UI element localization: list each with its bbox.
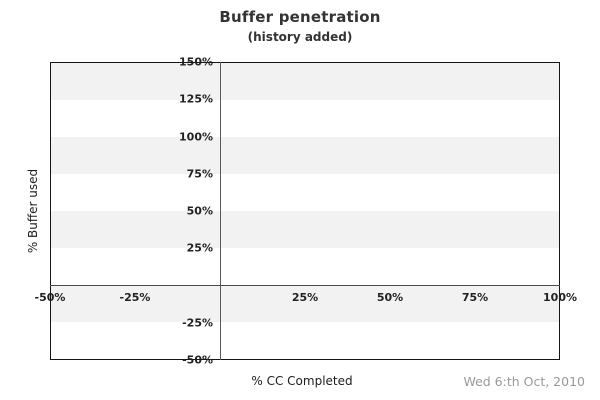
x-tick-label: 25% — [291, 291, 319, 304]
x-tick-label: 100% — [543, 291, 577, 304]
grid-band — [51, 211, 559, 248]
y-tick-label: 150% — [179, 55, 213, 69]
y-tick-label: -25% — [182, 316, 213, 330]
y-tick-label: -50% — [182, 353, 213, 367]
chart-subtitle: (history added) — [247, 30, 353, 44]
x-tick-label: -50% — [34, 291, 66, 304]
x-zero-gridline — [220, 62, 221, 360]
grid-band — [51, 285, 559, 322]
y-tick-label: 50% — [186, 204, 213, 218]
grid-band — [51, 63, 559, 100]
y-tick-label: 125% — [179, 92, 213, 106]
grid-band — [51, 137, 559, 174]
footer-date: Wed 6:th Oct, 2010 — [463, 374, 585, 389]
y-axis-label: % Buffer used — [26, 168, 40, 254]
y-zero-gridline — [50, 285, 560, 286]
x-tick-label: 75% — [461, 291, 489, 304]
plot-area — [50, 62, 560, 360]
x-tick-label: -25% — [119, 291, 151, 304]
y-tick-label: 75% — [186, 167, 213, 181]
x-tick-label: 50% — [376, 291, 404, 304]
x-axis-label: % CC Completed — [251, 374, 353, 388]
y-tick-label: 25% — [186, 241, 213, 255]
y-tick-label: 100% — [179, 130, 213, 144]
chart-title: Buffer penetration — [219, 8, 381, 26]
